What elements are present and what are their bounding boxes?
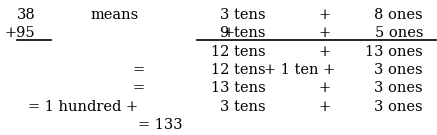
Text: + 1 ten +: + 1 ten + [264, 63, 335, 77]
Text: 3 ones: 3 ones [375, 100, 423, 114]
Text: 38: 38 [17, 8, 36, 22]
Text: 12 tens: 12 tens [212, 45, 266, 59]
Text: +: + [319, 45, 331, 59]
Text: 5 ones: 5 ones [375, 26, 423, 40]
Text: +95: +95 [5, 26, 36, 40]
Text: means: means [90, 8, 139, 22]
Text: 8 ones: 8 ones [375, 8, 423, 22]
Text: =: = [132, 63, 144, 77]
Text: 3 tens: 3 tens [220, 8, 266, 22]
Text: =: = [132, 81, 144, 95]
Text: +: + [319, 8, 331, 22]
Text: 13 ones: 13 ones [365, 45, 423, 59]
Text: 3 ones: 3 ones [375, 63, 423, 77]
Text: +: + [319, 26, 331, 40]
Text: 3 tens: 3 tens [220, 100, 266, 114]
Text: = 1 hundred +: = 1 hundred + [28, 100, 138, 114]
Text: +: + [319, 81, 331, 95]
Text: +: + [319, 100, 331, 114]
Text: = 133: = 133 [138, 118, 183, 132]
Text: +: + [222, 26, 234, 40]
Text: 12 tens: 12 tens [212, 63, 266, 77]
Text: 9 tens: 9 tens [221, 26, 266, 40]
Text: 3 ones: 3 ones [375, 81, 423, 95]
Text: 13 tens: 13 tens [211, 81, 266, 95]
